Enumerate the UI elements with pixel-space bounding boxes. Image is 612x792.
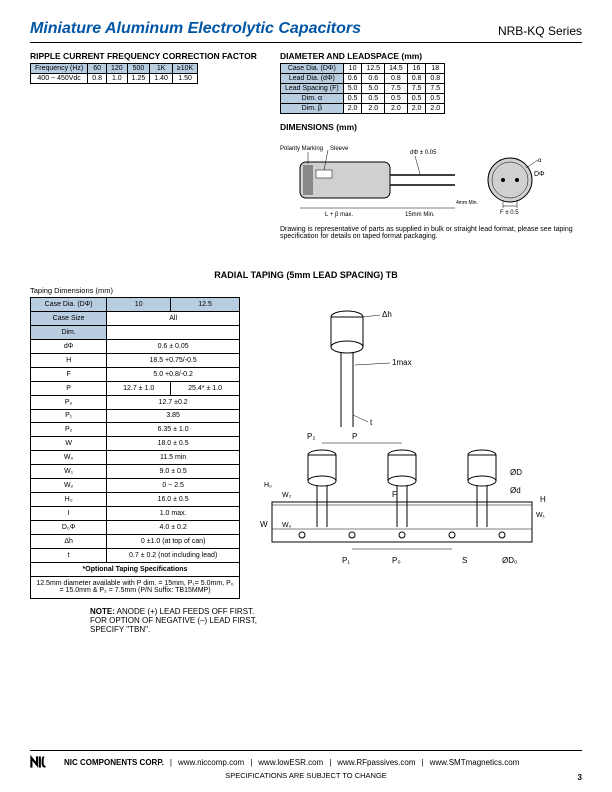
diam-title: DIAMETER AND LEADSPACE (mm) bbox=[280, 51, 582, 61]
nic-logo-icon bbox=[30, 755, 58, 769]
svg-text:F: F bbox=[392, 490, 397, 499]
svg-text:α: α bbox=[538, 158, 542, 164]
page-number: 3 bbox=[578, 773, 582, 782]
series-label: NRB-KQ Series bbox=[498, 24, 582, 38]
svg-text:W: W bbox=[260, 520, 268, 529]
dim-caption: Drawing is representative of parts as su… bbox=[280, 226, 582, 240]
svg-text:W₁: W₁ bbox=[536, 512, 546, 519]
svg-text:W₀: W₀ bbox=[282, 522, 292, 529]
svg-text:dΦ ± 0.05: dΦ ± 0.05 bbox=[410, 150, 437, 156]
svg-text:Sleeve: Sleeve bbox=[330, 146, 349, 152]
taping-caption: Taping Dimensions (mm) bbox=[30, 286, 582, 295]
svg-text:P₀: P₀ bbox=[392, 556, 401, 565]
taping-table: Case Dia. (DΦ)1012.5 Case SizeAll Dim. d… bbox=[30, 297, 240, 599]
svg-text:Ød: Ød bbox=[510, 486, 521, 495]
svg-text:P₂: P₂ bbox=[307, 432, 315, 441]
svg-text:W₂: W₂ bbox=[282, 492, 292, 499]
footer-divider bbox=[30, 750, 582, 751]
ripple-table: Frequency (Hz)60120 5001K≥10K 400 ~ 450V… bbox=[30, 63, 198, 84]
svg-text:t: t bbox=[370, 418, 373, 427]
anode-note: NOTE: ANODE (+) LEAD FEEDS OFF FIRST. FO… bbox=[90, 607, 582, 634]
svg-text:4mm Min.: 4mm Min. bbox=[456, 200, 478, 206]
svg-text:ØD: ØD bbox=[510, 468, 522, 477]
dimensions-diagram: Sleeve Polarity Marking dΦ ± 0.05 L + β … bbox=[280, 140, 582, 240]
svg-text:ØD₀: ØD₀ bbox=[502, 556, 517, 565]
page-title: Miniature Aluminum Electrolytic Capacito… bbox=[30, 20, 361, 38]
ripple-title: RIPPLE CURRENT FREQUENCY CORRECTION FACT… bbox=[30, 51, 260, 61]
svg-text:P₁: P₁ bbox=[342, 556, 350, 565]
spec-notice: SPECIFICATIONS ARE SUBJECT TO CHANGE bbox=[30, 771, 582, 780]
svg-text:1max: 1max bbox=[392, 358, 412, 367]
diam-table: Case Dia. (DΦ)1012.514.51618 Lead Dia. (… bbox=[280, 63, 445, 114]
svg-text:Δh: Δh bbox=[382, 310, 392, 319]
dim-title: DIMENSIONS (mm) bbox=[280, 122, 582, 132]
svg-text:H₀: H₀ bbox=[264, 482, 272, 489]
svg-text:15mm Min.: 15mm Min. bbox=[405, 212, 435, 218]
svg-text:Polarity Marking: Polarity Marking bbox=[280, 146, 323, 152]
svg-text:H: H bbox=[540, 495, 546, 504]
svg-text:P: P bbox=[352, 432, 357, 441]
svg-text:F ± 0.5: F ± 0.5 bbox=[500, 210, 519, 216]
svg-text:DΦ: DΦ bbox=[534, 171, 545, 178]
divider bbox=[30, 42, 582, 43]
svg-text:S: S bbox=[462, 556, 467, 565]
radial-title: RADIAL TAPING (5mm LEAD SPACING) TB bbox=[30, 270, 582, 280]
footer-line: NIC COMPONENTS CORP. |www.niccomp.com |w… bbox=[30, 755, 582, 769]
taping-diagram: Δh 1max t bbox=[252, 297, 552, 599]
svg-text:L + β max.: L + β max. bbox=[325, 212, 353, 218]
